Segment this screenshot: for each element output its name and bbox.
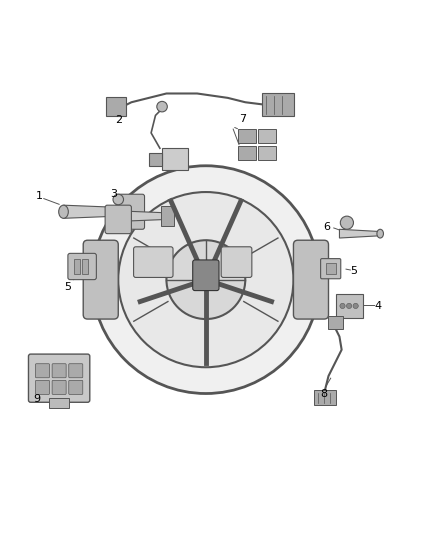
FancyBboxPatch shape (52, 381, 66, 394)
Ellipse shape (377, 229, 384, 238)
FancyBboxPatch shape (68, 253, 96, 280)
Text: 2: 2 (115, 115, 122, 125)
FancyBboxPatch shape (35, 381, 49, 394)
FancyBboxPatch shape (258, 128, 276, 142)
Ellipse shape (92, 166, 320, 393)
Circle shape (113, 194, 124, 205)
FancyBboxPatch shape (82, 260, 88, 273)
Ellipse shape (118, 192, 293, 367)
FancyBboxPatch shape (321, 259, 341, 279)
FancyBboxPatch shape (221, 247, 252, 278)
Circle shape (340, 216, 353, 229)
FancyBboxPatch shape (314, 391, 336, 405)
Text: 9: 9 (34, 393, 41, 403)
Text: 5: 5 (350, 266, 357, 276)
Polygon shape (339, 229, 379, 238)
Ellipse shape (59, 205, 68, 219)
Text: 3: 3 (110, 189, 117, 199)
Circle shape (157, 101, 167, 112)
FancyBboxPatch shape (161, 206, 174, 226)
FancyBboxPatch shape (105, 205, 131, 233)
FancyBboxPatch shape (52, 364, 66, 378)
Text: 7: 7 (240, 114, 247, 124)
FancyBboxPatch shape (326, 263, 336, 274)
FancyBboxPatch shape (28, 354, 90, 402)
Text: 4: 4 (374, 301, 381, 311)
FancyBboxPatch shape (74, 260, 80, 273)
Ellipse shape (166, 240, 245, 319)
Text: 6: 6 (324, 222, 331, 232)
FancyBboxPatch shape (83, 240, 118, 319)
Circle shape (346, 303, 352, 309)
FancyBboxPatch shape (258, 146, 276, 160)
FancyBboxPatch shape (49, 398, 69, 408)
FancyBboxPatch shape (193, 260, 219, 290)
FancyBboxPatch shape (35, 364, 49, 378)
Polygon shape (64, 205, 118, 219)
FancyBboxPatch shape (116, 194, 145, 229)
Circle shape (353, 303, 358, 309)
Text: 1: 1 (36, 191, 43, 201)
Text: 5: 5 (64, 282, 71, 292)
FancyBboxPatch shape (238, 128, 256, 142)
Circle shape (340, 303, 345, 309)
FancyBboxPatch shape (293, 240, 328, 319)
FancyBboxPatch shape (336, 294, 363, 318)
FancyBboxPatch shape (262, 93, 294, 116)
FancyBboxPatch shape (238, 146, 256, 160)
FancyBboxPatch shape (69, 381, 83, 394)
FancyBboxPatch shape (328, 316, 343, 329)
FancyBboxPatch shape (134, 247, 173, 278)
Polygon shape (118, 211, 162, 221)
Polygon shape (162, 148, 188, 170)
FancyBboxPatch shape (106, 97, 126, 116)
Text: 8: 8 (321, 389, 328, 399)
FancyBboxPatch shape (69, 364, 83, 378)
Polygon shape (149, 152, 162, 166)
